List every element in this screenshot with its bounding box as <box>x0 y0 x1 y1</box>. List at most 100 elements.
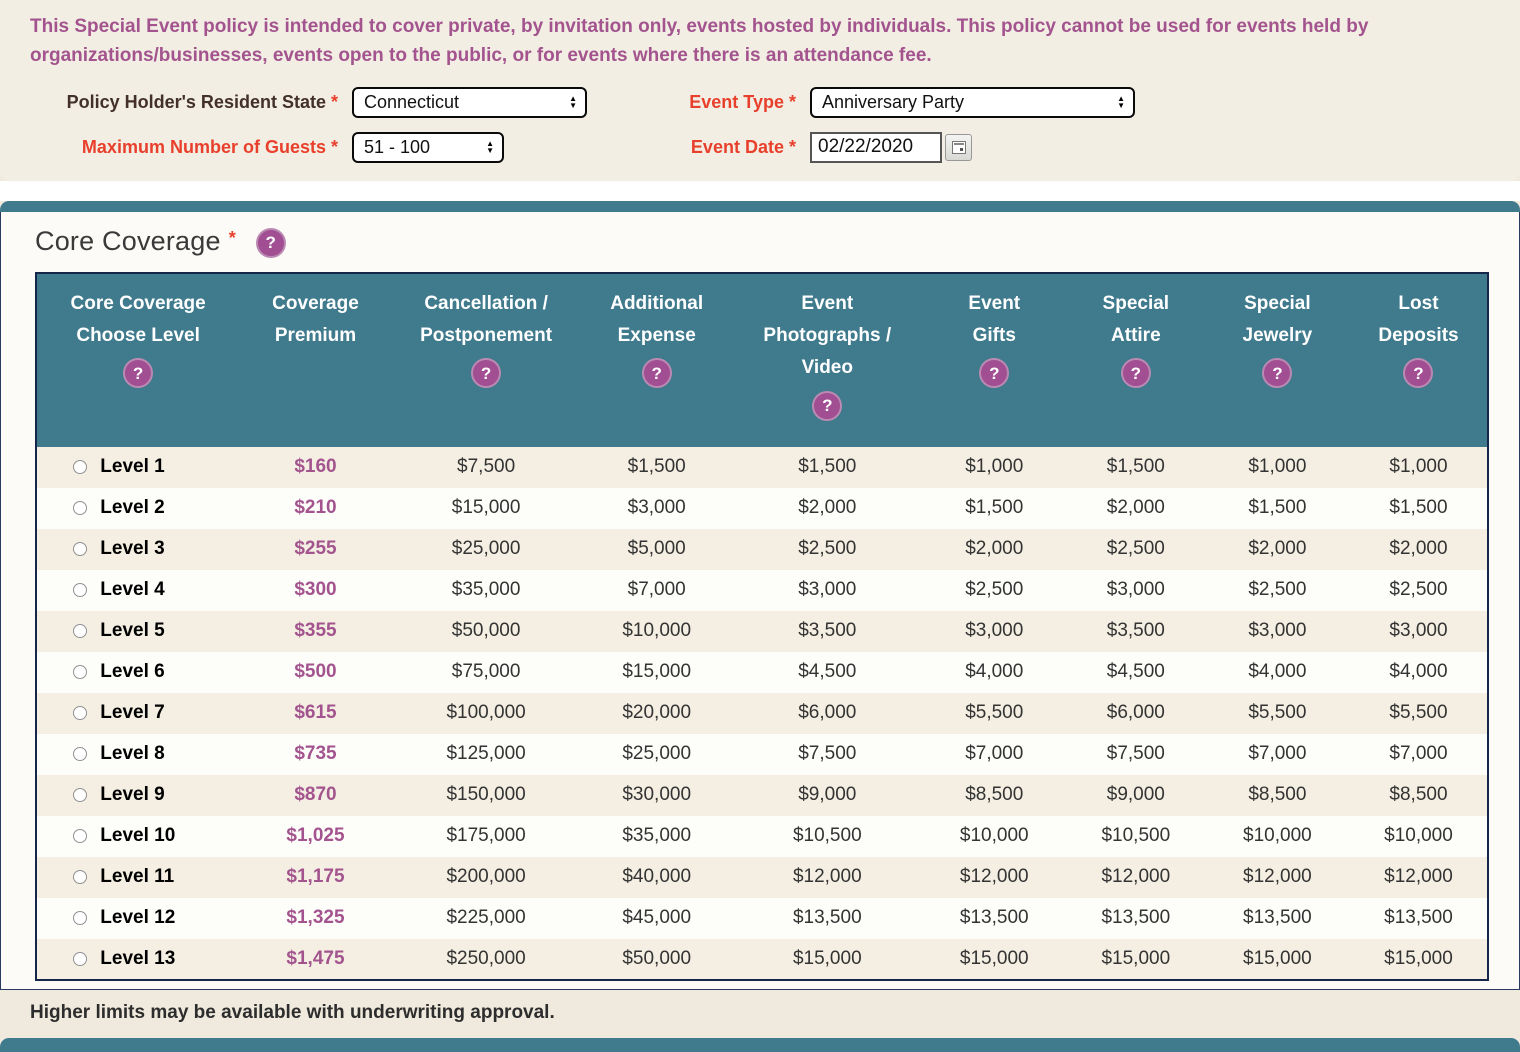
col-header-cancellation: Cancellation / Postponement ? <box>391 272 581 447</box>
next-section-bar <box>0 1038 1520 1052</box>
col-header-label: Event Photographs / Video <box>763 292 892 379</box>
table-row: Level 6 $500 $75,000 $15,000 $4,500 $4,0… <box>36 651 1488 693</box>
premium-value: $870 <box>294 784 337 806</box>
table-row: Level 3 $255 $25,000 $5,000 $2,500 $2,00… <box>36 528 1488 570</box>
event-type-label-text: Event Type <box>689 91 784 112</box>
col-header-event-photographs: Event Photographs / Video ? <box>732 272 922 447</box>
amount-value: $15,000 <box>792 947 862 969</box>
help-icon[interactable]: ? <box>255 227 286 258</box>
amount-value: $30,000 <box>622 784 692 806</box>
amount-value: $7,500 <box>1106 743 1165 765</box>
premium-value: $1,025 <box>286 825 345 847</box>
level-radio[interactable] <box>73 788 87 803</box>
level-radio[interactable] <box>73 624 87 639</box>
event-date-input[interactable] <box>810 131 942 163</box>
amount-value: $7,000 <box>627 579 686 601</box>
col-header-choose-level: Core Coverage Choose Level ? <box>36 272 240 447</box>
level-radio[interactable] <box>73 747 87 762</box>
level-radio[interactable] <box>73 911 87 926</box>
level-radio[interactable] <box>73 829 87 844</box>
event-type-select[interactable]: Anniversary Party ▲ ▼ <box>810 86 1135 118</box>
level-label: Level 12 <box>100 907 176 929</box>
amount-value: $2,000 <box>1106 497 1165 519</box>
resident-state-select[interactable]: Connecticut ▲ ▼ <box>352 86 587 118</box>
col-header-event-gifts: Event Gifts ? <box>921 272 1067 447</box>
amount-value: $35,000 <box>451 579 521 601</box>
resident-state-value: Connecticut <box>364 91 460 112</box>
level-radio[interactable] <box>73 542 87 557</box>
col-header-special-attire: Special Attire ? <box>1066 272 1205 447</box>
level-cell: Level 2 <box>36 488 239 529</box>
amount-value: $13,500 <box>1384 907 1453 929</box>
level-cell: Level 4 <box>36 570 239 611</box>
amount-value: $12,000 <box>792 866 862 888</box>
level-radio[interactable] <box>73 951 87 966</box>
amount-value: $15,000 <box>451 497 521 519</box>
amount-value: $40,000 <box>622 866 692 888</box>
help-icon[interactable]: ? <box>471 358 502 389</box>
coverage-table-header-row: Core Coverage Choose Level ? Coverage Pr… <box>36 272 1488 447</box>
level-radio[interactable] <box>73 583 87 598</box>
level-cell: Level 8 <box>36 734 239 775</box>
intro-text: This Special Event policy is intended to… <box>30 16 1369 67</box>
col-header-lost-deposits: Lost Deposits ? <box>1349 272 1488 447</box>
max-guests-value: 51 - 100 <box>364 136 431 157</box>
help-icon[interactable]: ? <box>979 358 1010 389</box>
required-asterisk: * <box>788 136 796 157</box>
amount-value: $3,000 <box>1389 620 1448 642</box>
level-label: Level 6 <box>100 661 165 683</box>
premium-value: $1,325 <box>286 907 345 929</box>
col-header-label: Special Attire <box>1102 292 1170 347</box>
amount-value: $8,500 <box>1248 784 1307 806</box>
amount-value: $6,000 <box>798 702 857 724</box>
amount-value: $4,000 <box>965 661 1024 683</box>
table-row: Level 7 $615 $100,000 $20,000 $6,000 $5,… <box>36 692 1488 734</box>
help-icon[interactable]: ? <box>1403 358 1434 389</box>
col-header-special-jewelry: Special Jewelry ? <box>1204 272 1350 447</box>
amount-value: $2,500 <box>798 538 857 560</box>
max-guests-select[interactable]: 51 - 100 ▲ ▼ <box>352 131 504 163</box>
policy-intro-panel: This Special Event policy is intended to… <box>0 0 1520 181</box>
amount-value: $13,500 <box>1101 907 1171 929</box>
level-radio[interactable] <box>73 460 87 475</box>
amount-value: $75,000 <box>451 661 521 683</box>
help-icon[interactable]: ? <box>123 358 154 389</box>
help-icon[interactable]: ? <box>812 390 843 421</box>
level-label: Level 2 <box>100 497 165 519</box>
col-header-label: Lost Deposits <box>1378 292 1459 347</box>
amount-value: $3,000 <box>798 579 857 601</box>
calendar-button[interactable] <box>945 133 972 161</box>
coverage-table: Core Coverage Choose Level ? Coverage Pr… <box>35 271 1489 981</box>
level-radio[interactable] <box>73 665 87 680</box>
help-icon[interactable]: ? <box>641 358 672 389</box>
amount-value: $1,000 <box>965 456 1024 478</box>
amount-value: $150,000 <box>446 784 526 806</box>
level-cell: Level 13 <box>36 939 239 980</box>
section-title: Core Coverage <box>35 225 221 256</box>
col-header-label: Special Jewelry <box>1242 292 1313 347</box>
required-asterisk: * <box>228 227 236 248</box>
level-radio[interactable] <box>73 706 87 721</box>
premium-value: $1,475 <box>286 947 345 969</box>
premium-value: $500 <box>294 661 337 683</box>
amount-value: $9,000 <box>798 784 857 806</box>
amount-value: $250,000 <box>446 947 526 969</box>
required-asterisk: * <box>330 91 338 112</box>
amount-value: $7,000 <box>1389 743 1448 765</box>
amount-value: $100,000 <box>446 702 526 724</box>
required-asterisk: * <box>788 91 796 112</box>
amount-value: $15,000 <box>1243 947 1312 969</box>
level-radio[interactable] <box>73 870 87 885</box>
table-row: Level 1 $160 $7,500 $1,500 $1,500 $1,000… <box>36 446 1488 488</box>
amount-value: $2,000 <box>798 497 857 519</box>
level-label: Level 7 <box>100 702 165 724</box>
amount-value: $1,500 <box>627 456 686 478</box>
level-cell: Level 12 <box>36 898 239 939</box>
help-icon[interactable]: ? <box>1262 358 1293 389</box>
help-icon[interactable]: ? <box>1120 358 1151 389</box>
level-radio[interactable] <box>73 501 87 516</box>
table-row: Level 2 $210 $15,000 $3,000 $2,000 $1,50… <box>36 487 1488 529</box>
amount-value: $35,000 <box>622 825 692 847</box>
col-header-label: Cancellation / Postponement <box>420 292 553 347</box>
level-label: Level 4 <box>100 579 165 601</box>
